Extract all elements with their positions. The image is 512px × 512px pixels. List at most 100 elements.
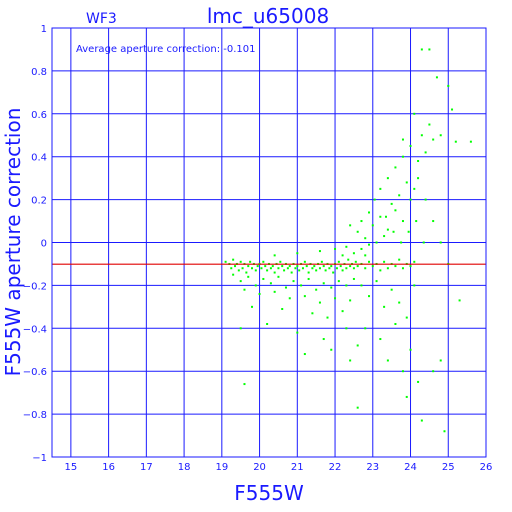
data-point bbox=[341, 254, 344, 257]
data-point bbox=[294, 267, 297, 270]
data-point bbox=[311, 312, 314, 315]
data-point bbox=[341, 269, 344, 272]
data-point bbox=[239, 260, 242, 263]
data-point bbox=[432, 370, 435, 373]
data-point bbox=[392, 230, 395, 233]
data-point bbox=[347, 258, 350, 261]
plot-frame bbox=[51, 27, 487, 458]
data-point bbox=[368, 243, 371, 246]
data-point bbox=[264, 265, 267, 268]
data-point bbox=[401, 220, 404, 223]
data-point bbox=[296, 265, 299, 268]
data-point bbox=[349, 224, 352, 227]
data-point bbox=[379, 338, 382, 341]
data-point bbox=[371, 224, 374, 227]
data-point bbox=[322, 338, 325, 341]
data-point bbox=[305, 265, 308, 268]
data-point bbox=[398, 258, 401, 261]
x-tick-label: 21 bbox=[291, 462, 304, 473]
data-point bbox=[313, 265, 316, 268]
data-point bbox=[334, 247, 337, 250]
data-point bbox=[290, 271, 293, 274]
data-point bbox=[239, 280, 242, 283]
data-point bbox=[451, 108, 454, 111]
data-point bbox=[318, 301, 321, 304]
x-tick-label: 17 bbox=[140, 462, 153, 473]
data-point bbox=[273, 290, 276, 293]
data-point bbox=[398, 194, 401, 197]
data-point bbox=[232, 258, 235, 261]
data-point bbox=[269, 267, 272, 270]
data-point bbox=[262, 260, 265, 263]
data-point bbox=[281, 265, 284, 268]
data-point bbox=[379, 269, 382, 272]
y-tick-label: 0 bbox=[41, 239, 47, 250]
data-point bbox=[447, 84, 450, 87]
x-tick-label: 18 bbox=[178, 462, 191, 473]
data-point bbox=[249, 260, 252, 263]
data-point bbox=[251, 267, 254, 270]
x-tick-label: 15 bbox=[65, 462, 78, 473]
data-point bbox=[417, 380, 420, 383]
data-point bbox=[368, 295, 371, 298]
data-point bbox=[352, 277, 355, 280]
data-point bbox=[322, 265, 325, 268]
data-point bbox=[383, 260, 386, 263]
data-point bbox=[345, 284, 348, 287]
data-point bbox=[260, 267, 263, 270]
data-point bbox=[352, 252, 355, 255]
data-point bbox=[269, 282, 272, 285]
data-point bbox=[383, 235, 386, 238]
data-point bbox=[458, 299, 461, 302]
data-point bbox=[303, 260, 306, 263]
data-point bbox=[307, 277, 310, 280]
data-point bbox=[273, 254, 276, 257]
data-point bbox=[296, 331, 299, 334]
data-point bbox=[232, 273, 235, 276]
data-point bbox=[424, 198, 427, 201]
data-point bbox=[420, 419, 423, 422]
x-tick-label: 25 bbox=[442, 462, 455, 473]
data-point bbox=[356, 406, 359, 409]
data-point bbox=[364, 254, 367, 257]
y-tick-label: 0.4 bbox=[31, 153, 47, 164]
data-point bbox=[432, 220, 435, 223]
data-point bbox=[360, 247, 363, 250]
data-point bbox=[390, 288, 393, 291]
data-point bbox=[251, 305, 254, 308]
data-point bbox=[360, 284, 363, 287]
data-point bbox=[386, 228, 389, 231]
data-point bbox=[288, 297, 291, 300]
data-point bbox=[281, 307, 284, 310]
data-point bbox=[356, 265, 359, 268]
data-point bbox=[256, 265, 259, 268]
data-point bbox=[318, 250, 321, 253]
data-point bbox=[394, 265, 397, 268]
data-point bbox=[345, 245, 348, 248]
data-point bbox=[277, 275, 280, 278]
data-point bbox=[301, 267, 304, 270]
data-point bbox=[332, 271, 335, 274]
data-point bbox=[324, 269, 327, 272]
data-point bbox=[283, 269, 286, 272]
data-point bbox=[292, 280, 295, 283]
x-tick-label: 23 bbox=[366, 462, 379, 473]
data-point bbox=[258, 292, 261, 295]
data-point bbox=[371, 265, 374, 268]
data-point bbox=[300, 284, 303, 287]
x-tick-label: 24 bbox=[404, 462, 417, 473]
data-point bbox=[266, 323, 269, 326]
data-point bbox=[284, 286, 287, 289]
data-point bbox=[296, 252, 299, 255]
data-point bbox=[243, 288, 246, 291]
data-point bbox=[315, 288, 318, 291]
data-point bbox=[469, 140, 472, 143]
data-point bbox=[354, 260, 357, 263]
data-point bbox=[341, 310, 344, 313]
data-point bbox=[320, 260, 323, 263]
data-point bbox=[241, 267, 244, 270]
data-point bbox=[368, 211, 371, 214]
data-point bbox=[245, 271, 248, 274]
data-point bbox=[428, 48, 431, 51]
